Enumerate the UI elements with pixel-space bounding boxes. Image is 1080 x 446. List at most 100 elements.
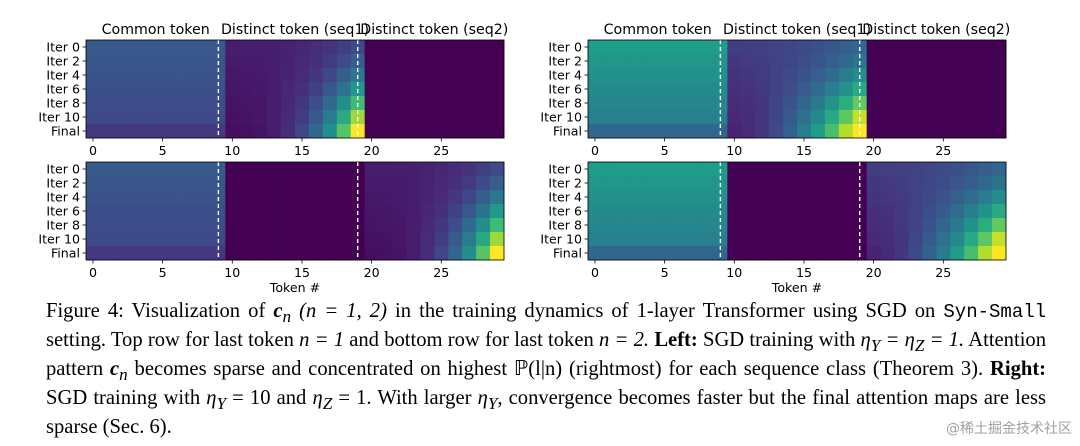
heat-cell: [322, 218, 338, 233]
heat-cell: [239, 54, 254, 69]
heat-cell: [783, 246, 798, 261]
heat-cell: [490, 204, 505, 219]
heat-cell: [476, 68, 491, 83]
heat-cell: [727, 162, 742, 177]
heat-cell: [769, 68, 784, 83]
heat-cell: [113, 246, 129, 261]
heat-cell: [127, 246, 143, 261]
heat-cell: [476, 162, 491, 177]
heat-cell: [950, 68, 965, 83]
heat-cell: [964, 40, 979, 55]
x-tick-label: 10: [224, 143, 240, 158]
heat-cell: [601, 176, 617, 191]
heat-cell: [588, 162, 603, 177]
heat-cell: [755, 68, 770, 83]
heat-cell: [295, 96, 310, 111]
heat-cell: [629, 96, 645, 111]
heat-cell: [113, 54, 129, 69]
heat-cell: [601, 40, 617, 55]
heat-cell: [588, 54, 603, 69]
heat-cell: [155, 190, 170, 205]
heat-cell: [727, 96, 742, 111]
heat-cell: [964, 218, 979, 233]
heat-cell: [155, 96, 170, 111]
heat-cell: [476, 110, 491, 125]
heat-cell: [908, 176, 923, 191]
heat-cell: [406, 190, 421, 205]
heat-cell: [420, 124, 435, 139]
heat-cell: [448, 204, 463, 219]
heat-cell: [824, 232, 840, 247]
heat-cell: [392, 96, 407, 111]
heat-cell: [378, 124, 393, 139]
heat-cell: [239, 218, 254, 233]
heat-cell: [838, 110, 854, 125]
heat-cell: [364, 124, 379, 139]
heat-cell: [922, 218, 937, 233]
heat-cell: [936, 110, 951, 125]
heat-cell: [378, 190, 393, 205]
heat-cell: [239, 204, 254, 219]
heat-cell: [281, 176, 296, 191]
heat-cell: [922, 82, 937, 97]
heat-cell: [643, 232, 659, 247]
heat-cell: [755, 176, 770, 191]
heat-cell: [699, 54, 714, 69]
column-title: Distinct token (seq2): [360, 22, 508, 38]
heat-cell: [239, 40, 254, 55]
heat-cell: [643, 162, 659, 177]
heat-cell: [950, 124, 965, 139]
heat-cell: [671, 110, 686, 125]
heat-cell: [964, 204, 979, 219]
heat-cell: [281, 124, 296, 139]
heat-cell: [155, 162, 170, 177]
heat-cell: [992, 190, 1007, 205]
heat-cell: [308, 96, 324, 111]
heat-cell: [392, 82, 407, 97]
heat-cell: [783, 82, 798, 97]
heat-cell: [880, 124, 895, 139]
heat-cell: [727, 246, 742, 261]
heat-cell: [86, 176, 101, 191]
heat-cell: [267, 54, 282, 69]
heat-cell: [378, 96, 393, 111]
heat-cell: [671, 232, 686, 247]
heat-cell: [671, 190, 686, 205]
heat-cell: [685, 124, 700, 139]
heat-cell: [615, 96, 631, 111]
heat-cell: [490, 110, 505, 125]
heat-cell: [462, 82, 477, 97]
heat-cell: [490, 232, 505, 247]
x-tick-label: 20: [364, 265, 380, 280]
watermark: @稀土掘金技术社区: [946, 421, 1072, 437]
heat-cell: [295, 176, 310, 191]
heat-cell: [797, 68, 812, 83]
heat-cell: [378, 218, 393, 233]
heat-cell: [364, 204, 379, 219]
heat-cell: [308, 68, 324, 83]
heat-cell: [866, 232, 881, 247]
heat-cell: [322, 82, 338, 97]
heat-cell: [671, 68, 686, 83]
heat-cell: [699, 96, 714, 111]
heat-cell: [392, 190, 407, 205]
row-label: Iter 4: [548, 67, 582, 82]
heat-cell: [769, 190, 784, 205]
heat-cell: [169, 176, 184, 191]
heat-cell: [267, 82, 282, 97]
x-tick-label: 25: [433, 265, 449, 280]
heat-cell: [810, 124, 826, 139]
heat-cell: [950, 54, 965, 69]
heat-cell: [588, 82, 603, 97]
heat-cell: [727, 204, 742, 219]
heat-cell: [657, 218, 672, 233]
heat-cell: [420, 176, 435, 191]
heat-cell: [741, 162, 756, 177]
heat-cell: [992, 82, 1007, 97]
heat-cell: [727, 218, 742, 233]
heat-cell: [783, 40, 798, 55]
heat-cell: [322, 40, 338, 55]
heat-cell: [964, 96, 979, 111]
